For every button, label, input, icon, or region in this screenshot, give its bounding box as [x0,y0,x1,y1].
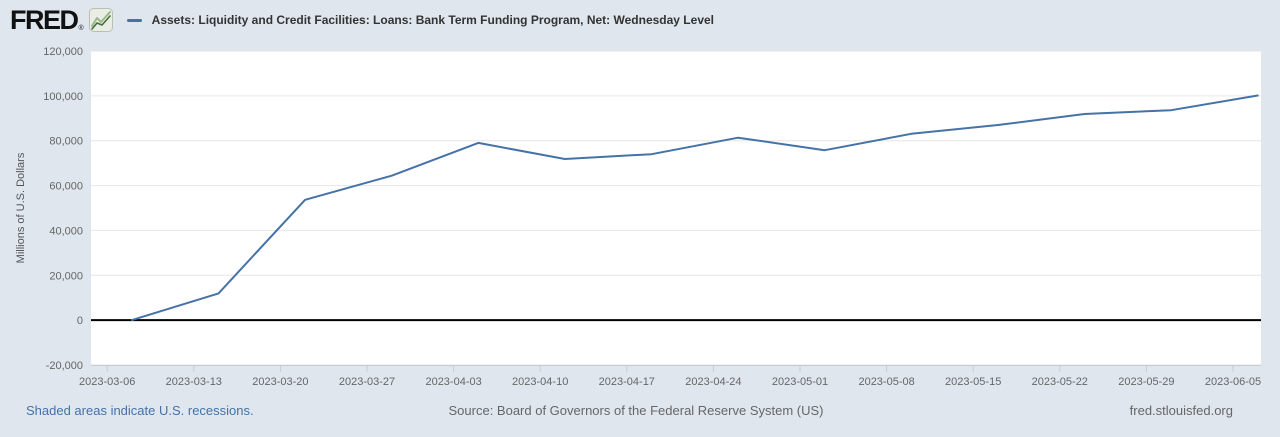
x-tick-label: 2023-03-13 [166,376,222,388]
x-tick-label: 2023-04-10 [512,376,568,388]
y-tick-label: 120,000 [43,46,83,58]
y-tick-label: -20,000 [46,360,83,372]
x-tick-label: 2023-05-22 [1032,376,1088,388]
y-tick-label: 80,000 [49,136,83,148]
registered-mark: ® [78,24,84,32]
x-tick-label: 2023-04-03 [425,376,481,388]
fred-logo[interactable]: FRED ® [10,4,113,35]
y-tick-label: 40,000 [49,225,83,237]
x-tick-label: 2023-04-24 [685,376,741,388]
x-tick-label: 2023-05-01 [772,376,828,388]
chart-footer: Shaded areas indicate U.S. recessions. S… [0,403,1280,423]
x-tick-label: 2023-06-05 [1205,376,1261,388]
source-text: Source: Board of Governors of the Federa… [448,403,824,418]
chart-title: Assets: Liquidity and Credit Facilities:… [151,13,714,27]
fred-sparkline-icon [88,8,113,32]
x-tick-label: 2023-05-08 [858,376,914,388]
x-tick-label: 2023-04-17 [599,376,655,388]
y-tick-label: 20,000 [49,270,83,282]
recessions-note-link[interactable]: Shaded areas indicate U.S. recessions. [26,403,254,418]
fred-logo-text: FRED [10,4,79,35]
series-legend-dash-icon [126,18,142,22]
x-tick-label: 2023-05-29 [1118,376,1174,388]
x-tick-label: 2023-03-20 [252,376,308,388]
x-tick-label: 2023-03-27 [339,376,395,388]
fred-site-link[interactable]: fred.stlouisfed.org [1129,403,1233,418]
series-line-btfp [130,94,1259,322]
y-tick-label: 0 [77,315,83,327]
y-tick-label: 100,000 [43,91,83,103]
y-tick-label: 60,000 [49,181,83,193]
chart-header: FRED ® Assets: Liquidity and Credit Faci… [0,0,1280,40]
x-tick-label: 2023-05-15 [945,376,1001,388]
x-tick-label: 2023-03-06 [79,376,135,388]
plot-background [91,51,1261,365]
